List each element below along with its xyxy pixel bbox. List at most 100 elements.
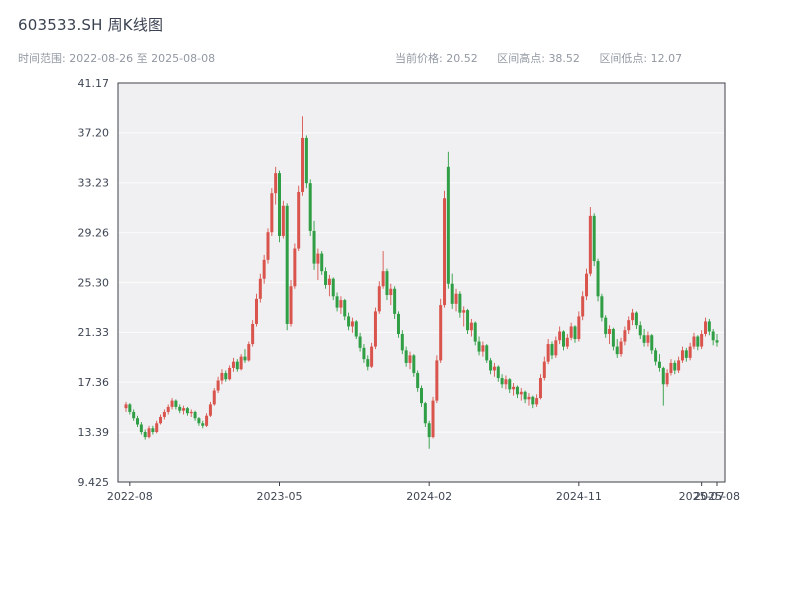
candle-body: [585, 273, 589, 297]
candle-body: [339, 300, 343, 308]
candle: [278, 170, 282, 243]
candle-body: [205, 415, 209, 426]
candle-body: [289, 286, 293, 324]
candle-body: [481, 345, 485, 352]
candle-body: [692, 336, 696, 347]
candle: [301, 116, 305, 196]
candle: [504, 375, 508, 390]
candle-body: [147, 428, 151, 438]
candle: [546, 339, 550, 365]
candle-body: [623, 330, 627, 342]
candle: [212, 388, 216, 406]
candle: [155, 420, 159, 434]
candle: [462, 306, 466, 327]
y-tick-label: 13.39: [78, 426, 110, 439]
range-low-value: 12.07: [650, 52, 683, 65]
candle: [270, 188, 274, 236]
candle: [373, 307, 377, 350]
candle: [604, 315, 608, 338]
candle: [285, 203, 289, 331]
candle-body: [324, 271, 328, 285]
candle-body: [231, 361, 235, 368]
candle: [224, 370, 228, 382]
candle-body: [504, 379, 508, 385]
candle: [370, 342, 374, 368]
candle: [492, 362, 496, 377]
candle-body: [688, 346, 692, 358]
candle: [408, 351, 412, 370]
candle-body: [596, 261, 600, 297]
candle: [596, 258, 600, 302]
candle-body: [619, 341, 623, 355]
candle-body: [634, 312, 638, 326]
candle-body: [642, 335, 646, 343]
candle-body: [542, 361, 546, 378]
candle: [420, 385, 423, 407]
candle: [512, 383, 516, 396]
candle: [166, 404, 170, 415]
candle-body: [450, 283, 454, 304]
candle: [143, 429, 147, 440]
candle-body: [143, 432, 147, 438]
candle: [327, 274, 331, 297]
candle-body: [469, 322, 473, 331]
candle-body: [331, 278, 335, 297]
y-tick-label: 33.23: [78, 177, 110, 190]
candle-body: [684, 350, 688, 358]
candle: [496, 365, 500, 382]
candle-body: [166, 406, 170, 412]
candle-body: [197, 418, 201, 424]
x-tick-label: 2025-07: [679, 490, 725, 503]
candle: [600, 293, 604, 322]
candle-body: [185, 408, 189, 414]
candle-body: [396, 313, 400, 335]
candle-body: [174, 400, 178, 407]
candle-body: [308, 183, 312, 231]
candle: [208, 401, 212, 417]
candle-body: [304, 137, 308, 184]
candle: [673, 360, 677, 375]
candle: [665, 369, 669, 387]
candle-body: [500, 377, 504, 385]
candle: [443, 190, 447, 308]
candle-body: [366, 359, 370, 367]
candle: [389, 283, 393, 306]
candle: [308, 179, 312, 236]
candle-body: [208, 404, 212, 416]
candle-body: [608, 328, 612, 335]
candle: [347, 312, 351, 331]
candle: [703, 317, 707, 337]
candle: [170, 398, 174, 410]
candle: [535, 394, 539, 407]
candle-body: [377, 286, 381, 312]
candle: [435, 355, 439, 404]
candle: [324, 267, 328, 289]
candle: [350, 317, 354, 333]
candle-body: [439, 305, 443, 361]
candle: [481, 341, 485, 357]
candle: [147, 425, 151, 439]
candle-body: [193, 411, 197, 419]
candle-body: [527, 396, 531, 400]
candle-body: [615, 346, 619, 355]
candle-body: [243, 356, 247, 361]
candle: [523, 390, 527, 404]
candle-body: [178, 406, 182, 411]
candle: [404, 346, 408, 367]
candle: [416, 370, 420, 392]
candle-body: [224, 372, 228, 380]
candle-body: [561, 331, 565, 347]
candle: [139, 421, 143, 435]
x-tick-label: 2025-08: [694, 490, 740, 503]
candle: [608, 325, 612, 345]
candle: [228, 365, 232, 381]
candle-body: [592, 215, 596, 262]
candle-body: [435, 360, 439, 401]
candle-body: [657, 361, 661, 368]
candle: [162, 409, 166, 420]
candle: [159, 414, 163, 425]
candle: [696, 335, 700, 351]
candle-body: [393, 288, 397, 314]
candle: [320, 251, 324, 275]
candle-body: [408, 355, 412, 363]
